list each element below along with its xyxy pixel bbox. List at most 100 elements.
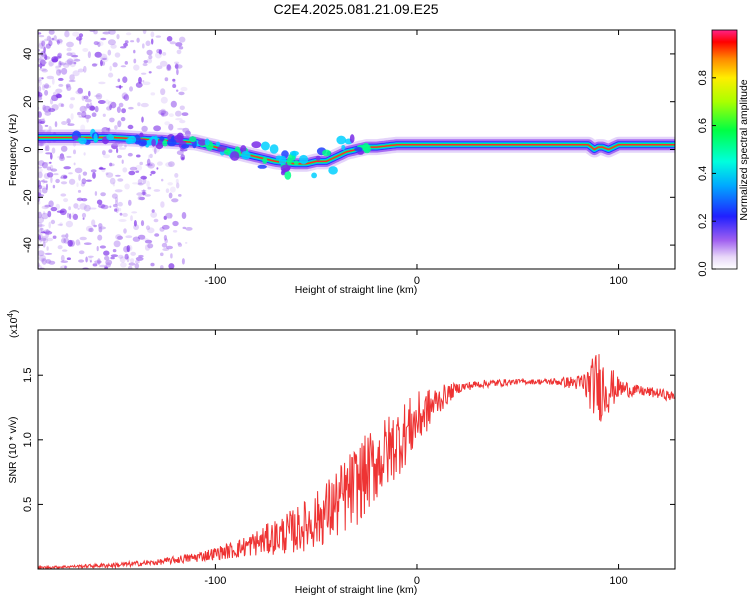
spectrogram-noise-cell: [117, 201, 123, 207]
spectrogram-noise-cell: [168, 263, 175, 269]
spectrogram-noise-cell: [139, 161, 143, 166]
spectrogram-noise-cell: [171, 198, 179, 203]
spectrogram-noise-cell: [156, 48, 162, 54]
spectrogram-noise-cell: [78, 250, 85, 255]
spectrogram-noise-cell: [123, 43, 128, 47]
spectrogram-noise-cell: [41, 258, 47, 265]
spectrogram-noise-cell: [153, 189, 161, 192]
spectrogram-noise-cell: [66, 58, 74, 65]
spectrogram-noise-cell: [45, 152, 53, 155]
snr-multiplier-base: (x10: [8, 317, 20, 338]
spectrogram-noise-cell: [146, 49, 153, 56]
spectrogram-noise-cell: [81, 95, 85, 101]
spectrogram-noise-cell: [148, 54, 153, 60]
spectrogram-noise-cell: [70, 52, 76, 58]
spectrogram-noise-cell: [128, 262, 136, 266]
spectrogram-noise-cell: [160, 265, 164, 269]
spectrogram-noise-cell: [40, 46, 46, 49]
spectrogram-noise-cell: [108, 149, 113, 153]
spectrogram-noise-cell: [159, 60, 168, 67]
spectrogram-noise-cell: [38, 200, 41, 205]
snr-multiplier-exp: 4: [6, 313, 15, 318]
spectrogram-blob: [106, 134, 114, 141]
spectrogram-noise-cell: [128, 170, 136, 176]
spectrogram-noise-cell: [50, 176, 53, 184]
spectrogram-noise-cell: [180, 86, 188, 92]
spectrogram-noise-cell: [107, 100, 114, 108]
spectrogram-noise-cell: [95, 93, 103, 100]
spectrogram-noise-cell: [110, 44, 117, 49]
spectrogram-noise-cell: [176, 68, 179, 76]
spectrogram-noise-cell: [140, 102, 149, 108]
spectrogram-noise-cell: [69, 213, 72, 220]
spectrogram-ytick-label: -20: [22, 189, 34, 205]
spectrogram-noise-cell: [96, 41, 104, 47]
spectrogram-noise-cell: [116, 34, 120, 40]
spectrogram-noise-cell: [62, 63, 70, 68]
spectrogram-noise-cell: [125, 32, 132, 36]
spectrogram-noise-cell: [147, 186, 152, 190]
spectrogram-blob: [336, 135, 347, 145]
spectrogram-noise-cell: [38, 94, 43, 97]
spectrogram-noise-cell: [141, 72, 147, 75]
spectrogram-noise-cell: [73, 203, 79, 209]
spectrogram-noise-cell: [150, 170, 156, 175]
spectrogram-noise-cell: [41, 40, 46, 47]
spectrogram-noise-cell: [123, 228, 127, 234]
spectrogram-noise-cell: [178, 91, 185, 96]
spectrogram-noise-cell: [179, 119, 186, 124]
spectrogram-noise-cell: [64, 30, 70, 38]
spectrogram-noise-cell: [88, 90, 91, 97]
spectrogram-noise-cell: [128, 199, 132, 206]
spectrogram-noise-cell: [162, 248, 170, 251]
spectrogram-noise-cell: [135, 170, 140, 173]
spectrogram-noise-cell: [38, 180, 41, 187]
spectrogram-noise-cell: [78, 174, 81, 181]
spectrogram-noise-cell: [84, 105, 89, 109]
snr-panel: -100 0 100 0.5 1.0 1.5 Height of straight lin…: [6, 310, 676, 596]
spectrogram-noise-cell: [116, 147, 119, 154]
spectrogram-noise-cell: [40, 227, 44, 231]
spectrogram-noise-cell: [133, 220, 137, 227]
spectrogram-noise-cell: [124, 40, 129, 44]
spectrogram-xtick-label: 100: [609, 275, 627, 287]
spectrogram-noise-cell: [88, 256, 93, 262]
spectrogram-noise-cell: [39, 237, 43, 243]
spectrogram-noise-cell: [85, 179, 92, 182]
spectrogram-noise-cell: [66, 47, 72, 52]
spectrogram-noise-cell: [88, 228, 93, 232]
spectrogram-noise-cell: [109, 162, 113, 167]
spectrogram-noise-cell: [55, 65, 60, 69]
spectrogram-noise-cell: [44, 124, 49, 127]
spectrogram-noise-cell: [82, 48, 89, 52]
spectrogram-noise-cell: [51, 37, 55, 41]
spectrogram-noise-cell: [48, 40, 53, 47]
spectrogram-noise-cell: [158, 109, 166, 115]
spectrogram-noise-cell: [94, 105, 99, 113]
spectrogram-noise-cell: [51, 78, 55, 85]
spectrogram-noise-cell: [38, 185, 47, 190]
colorbar-gradient: [711, 29, 738, 270]
spectrogram-noise-cell: [56, 39, 60, 45]
spectrogram-noise-cell: [174, 173, 179, 178]
spectrogram-noise-cell: [133, 64, 140, 71]
spectrogram-noise-cell: [120, 262, 127, 268]
spectrogram-noise-cell: [44, 89, 49, 96]
spectrogram-noise-cell: [82, 217, 85, 220]
spectrogram-noise-cell: [156, 167, 159, 170]
spectrogram-noise-cell: [126, 245, 131, 253]
spectrogram-blob: [215, 141, 221, 146]
spectrogram-noise-cell: [124, 183, 130, 190]
spectrogram-noise-cell: [146, 158, 151, 166]
spectrogram-noise-cell: [38, 57, 43, 60]
spectrogram-noise-cell: [122, 76, 128, 83]
spectrogram-noise-cell: [55, 203, 60, 210]
spectrogram-blob: [257, 164, 267, 169]
spectrogram-noise-cell: [38, 32, 42, 35]
spectrogram-noise-cell: [166, 245, 173, 250]
spectrogram-noise-cell: [60, 145, 68, 152]
snr-xtick-label: -100: [204, 575, 226, 587]
spectrogram-noise-cell: [41, 69, 48, 73]
spectrogram-noise-cell: [46, 35, 52, 42]
spectrogram-noise-cell: [127, 124, 134, 130]
